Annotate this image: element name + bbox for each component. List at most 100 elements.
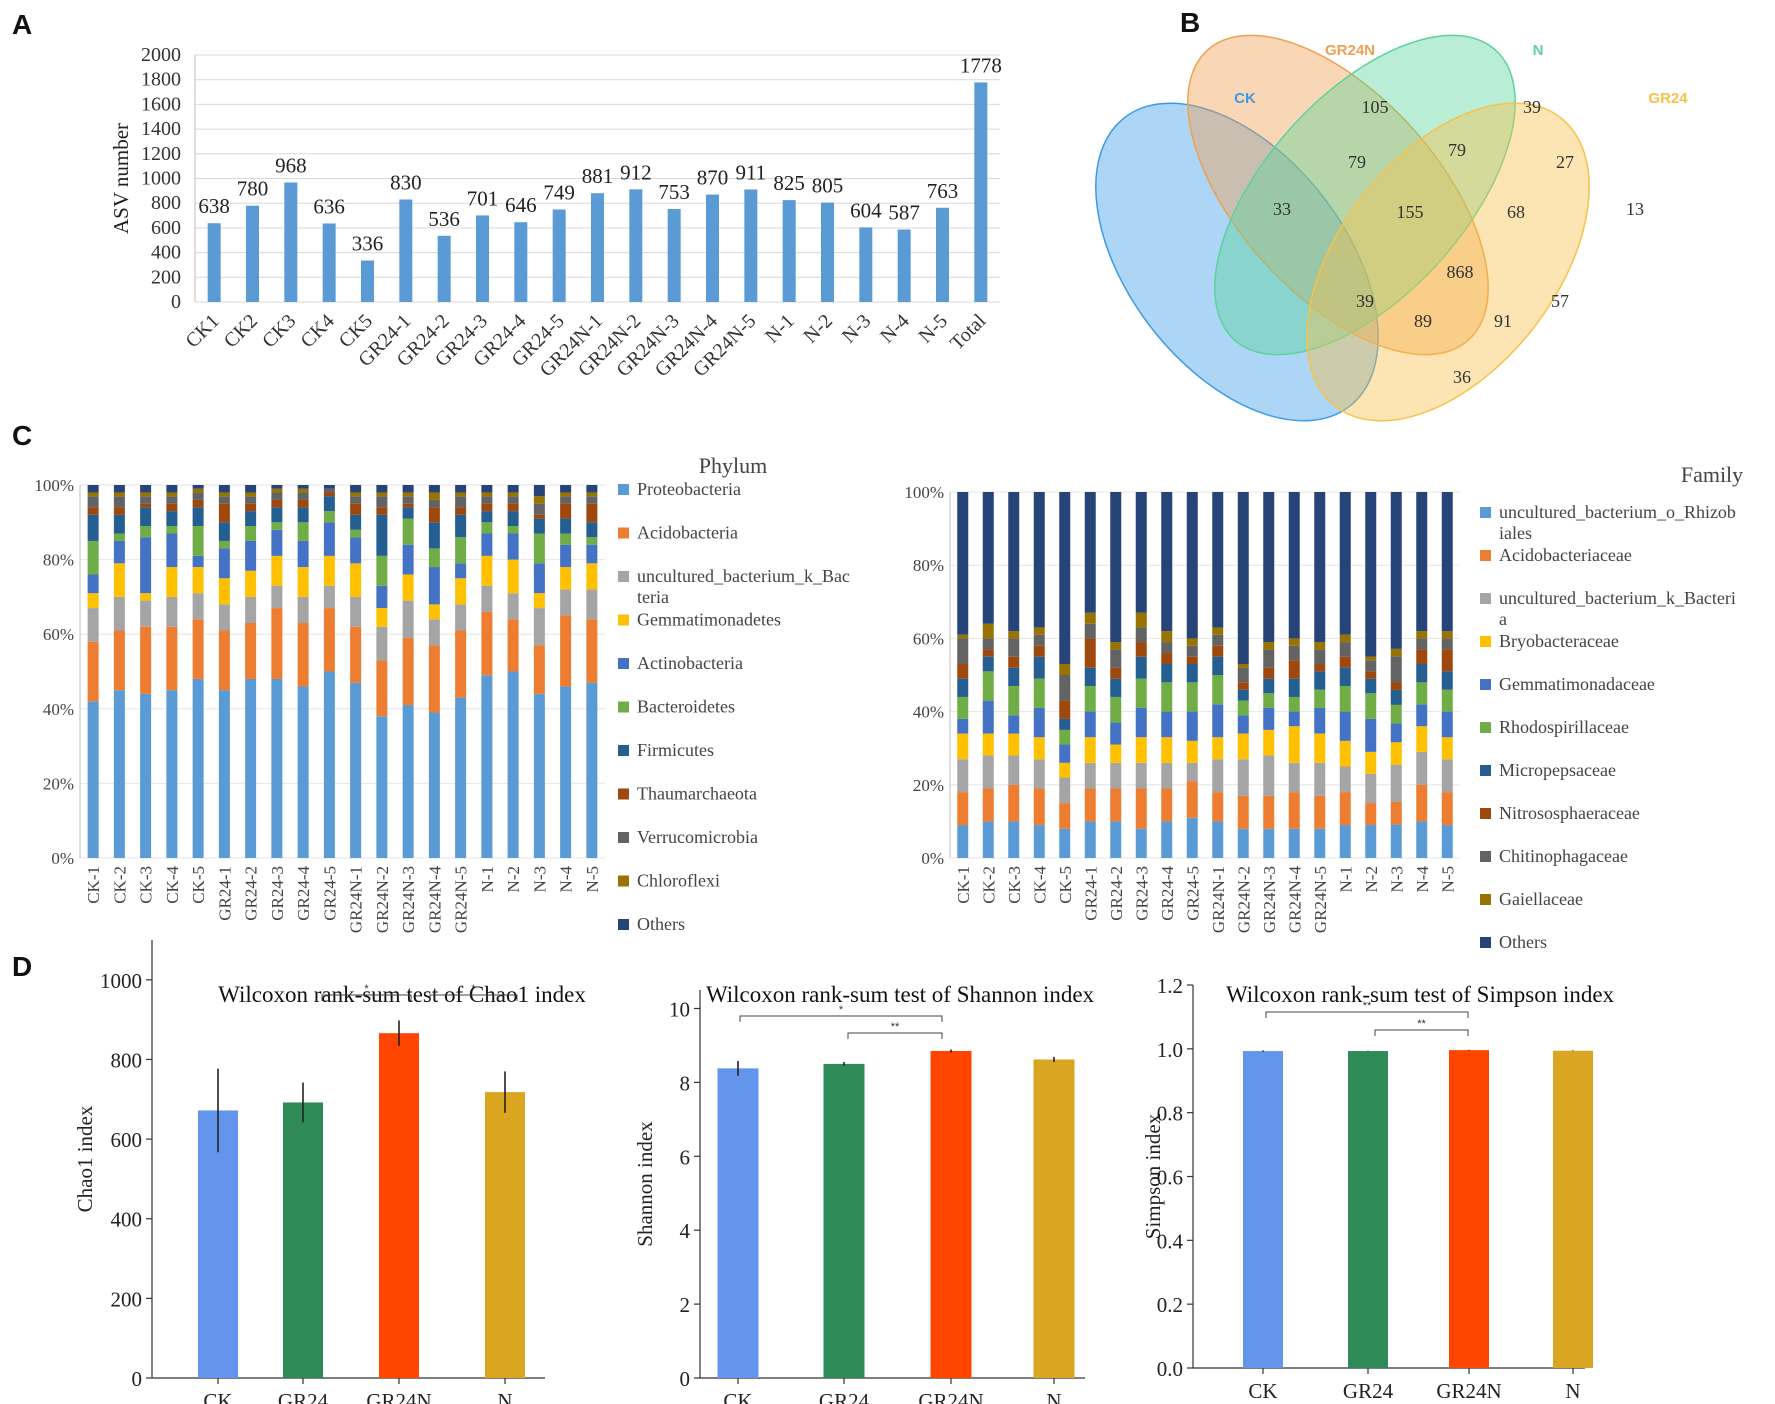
stack-segment [218, 630, 230, 691]
stack-segment [1365, 825, 1377, 858]
stack-segment [1365, 803, 1377, 826]
data-label: 753 [658, 180, 690, 204]
stack-segment [402, 518, 414, 545]
stack-segment [1263, 649, 1275, 668]
stack-segment [1365, 773, 1377, 804]
stack-segment [218, 496, 230, 504]
stack-segment [455, 604, 467, 631]
stack-segment [560, 615, 572, 687]
y-tick-label: 1000 [100, 969, 142, 993]
y-axis-label: Shannon index [633, 1121, 657, 1247]
x-tick-label: CK-3 [1005, 866, 1024, 904]
bar [552, 209, 566, 302]
stack-segment [1416, 649, 1428, 665]
stack-segment [245, 511, 257, 527]
legend-swatch [618, 788, 629, 800]
data-label: 604 [850, 198, 882, 222]
stack-segment [1441, 492, 1453, 632]
bar [591, 193, 604, 302]
stack-segment [1288, 828, 1300, 858]
stack-segment [586, 544, 598, 564]
stack-segment [533, 503, 545, 515]
x-tick-label: CK [1248, 1379, 1277, 1403]
bar [399, 199, 413, 302]
x-tick-label: N-2 [799, 310, 837, 348]
stack-segment [1288, 492, 1300, 639]
stack-segment [245, 526, 257, 541]
stack-segment [166, 567, 178, 597]
venn-count: 27 [1556, 152, 1574, 172]
stack-segment [245, 623, 257, 679]
x-tick-label: CK-5 [1056, 866, 1075, 904]
stack-segment [1186, 781, 1198, 818]
bar [859, 227, 873, 302]
legend-label: Gemmatimonadetes [637, 610, 781, 630]
y-tick-label: 2 [680, 1293, 691, 1317]
stack-segment [1390, 682, 1402, 690]
stack-segment [192, 567, 204, 594]
stack-segment [297, 499, 309, 508]
x-tick-label: GR24-3 [268, 866, 287, 921]
stack-segment [1033, 788, 1045, 826]
stack-segment [428, 499, 440, 508]
stack-segment [87, 507, 99, 515]
stack-segment [271, 608, 283, 679]
stack-segment [481, 492, 493, 497]
data-label: 587 [888, 201, 920, 225]
stack-segment [140, 537, 152, 594]
y-axis-label: Chao1 index [73, 1105, 97, 1212]
stack-segment [507, 496, 519, 504]
stack-segment [323, 585, 335, 609]
x-tick-label: CK-2 [110, 866, 129, 904]
stack-segment [376, 608, 388, 627]
legend-label: Nitrososphaeraceae [1499, 803, 1640, 823]
stack-segment [428, 492, 440, 500]
legend-swatch [1480, 722, 1491, 733]
stack-segment [1339, 642, 1351, 657]
legend-swatch [618, 919, 629, 930]
asv-bar-chart: 0200400600800100012001400160018002000ASV… [109, 44, 1002, 381]
x-tick-label: N-4 [557, 866, 576, 893]
legend-label: a [1499, 609, 1507, 629]
stack-segment [192, 555, 204, 568]
stack-segment [1288, 792, 1300, 829]
stack-segment [297, 488, 309, 493]
significance-bracket [429, 994, 518, 1001]
legend-swatch [618, 701, 629, 713]
stack-segment [481, 485, 493, 493]
stack-segment [1416, 751, 1428, 785]
stack-segment [1110, 722, 1122, 745]
venn-count: 36 [1453, 367, 1471, 387]
stack-segment [957, 792, 969, 826]
stack-segment [533, 514, 545, 519]
stack-segment [87, 593, 99, 609]
data-label: 646 [505, 193, 537, 217]
y-axis-label: ASV number [109, 123, 133, 234]
y-tick-label: 6 [680, 1145, 691, 1169]
stack-segment [1390, 824, 1402, 858]
legend-swatch [618, 745, 629, 756]
stack-segment [1314, 671, 1326, 690]
stack-segment [1135, 656, 1147, 679]
bar [706, 194, 719, 302]
stack-segment [957, 678, 969, 697]
stack-segment [1339, 492, 1351, 635]
stack-segment [218, 503, 230, 523]
stack-segment [113, 540, 125, 564]
stack-segment [271, 555, 283, 586]
stack-segment [1339, 685, 1351, 712]
stack-segment [166, 596, 178, 627]
stack-segment [1237, 667, 1249, 683]
legend-swatch [1480, 636, 1491, 647]
stack-segment [1110, 649, 1122, 668]
bar [930, 1050, 972, 1378]
y-tick-label: 200 [111, 1287, 143, 1311]
y-tick-label: 600 [111, 1128, 143, 1152]
venn-count: 79 [1348, 152, 1366, 172]
stack-segment [1339, 825, 1351, 858]
stack-segment [1263, 642, 1275, 650]
stack-segment [1441, 631, 1453, 639]
significance-label: ** [1363, 1000, 1372, 1012]
venn-diagram: CK GR24N N GR24 33 105 39 13 79 79 27 155 68 868 39 57 8… [1095, 34, 1688, 422]
stack-segment [428, 712, 440, 858]
